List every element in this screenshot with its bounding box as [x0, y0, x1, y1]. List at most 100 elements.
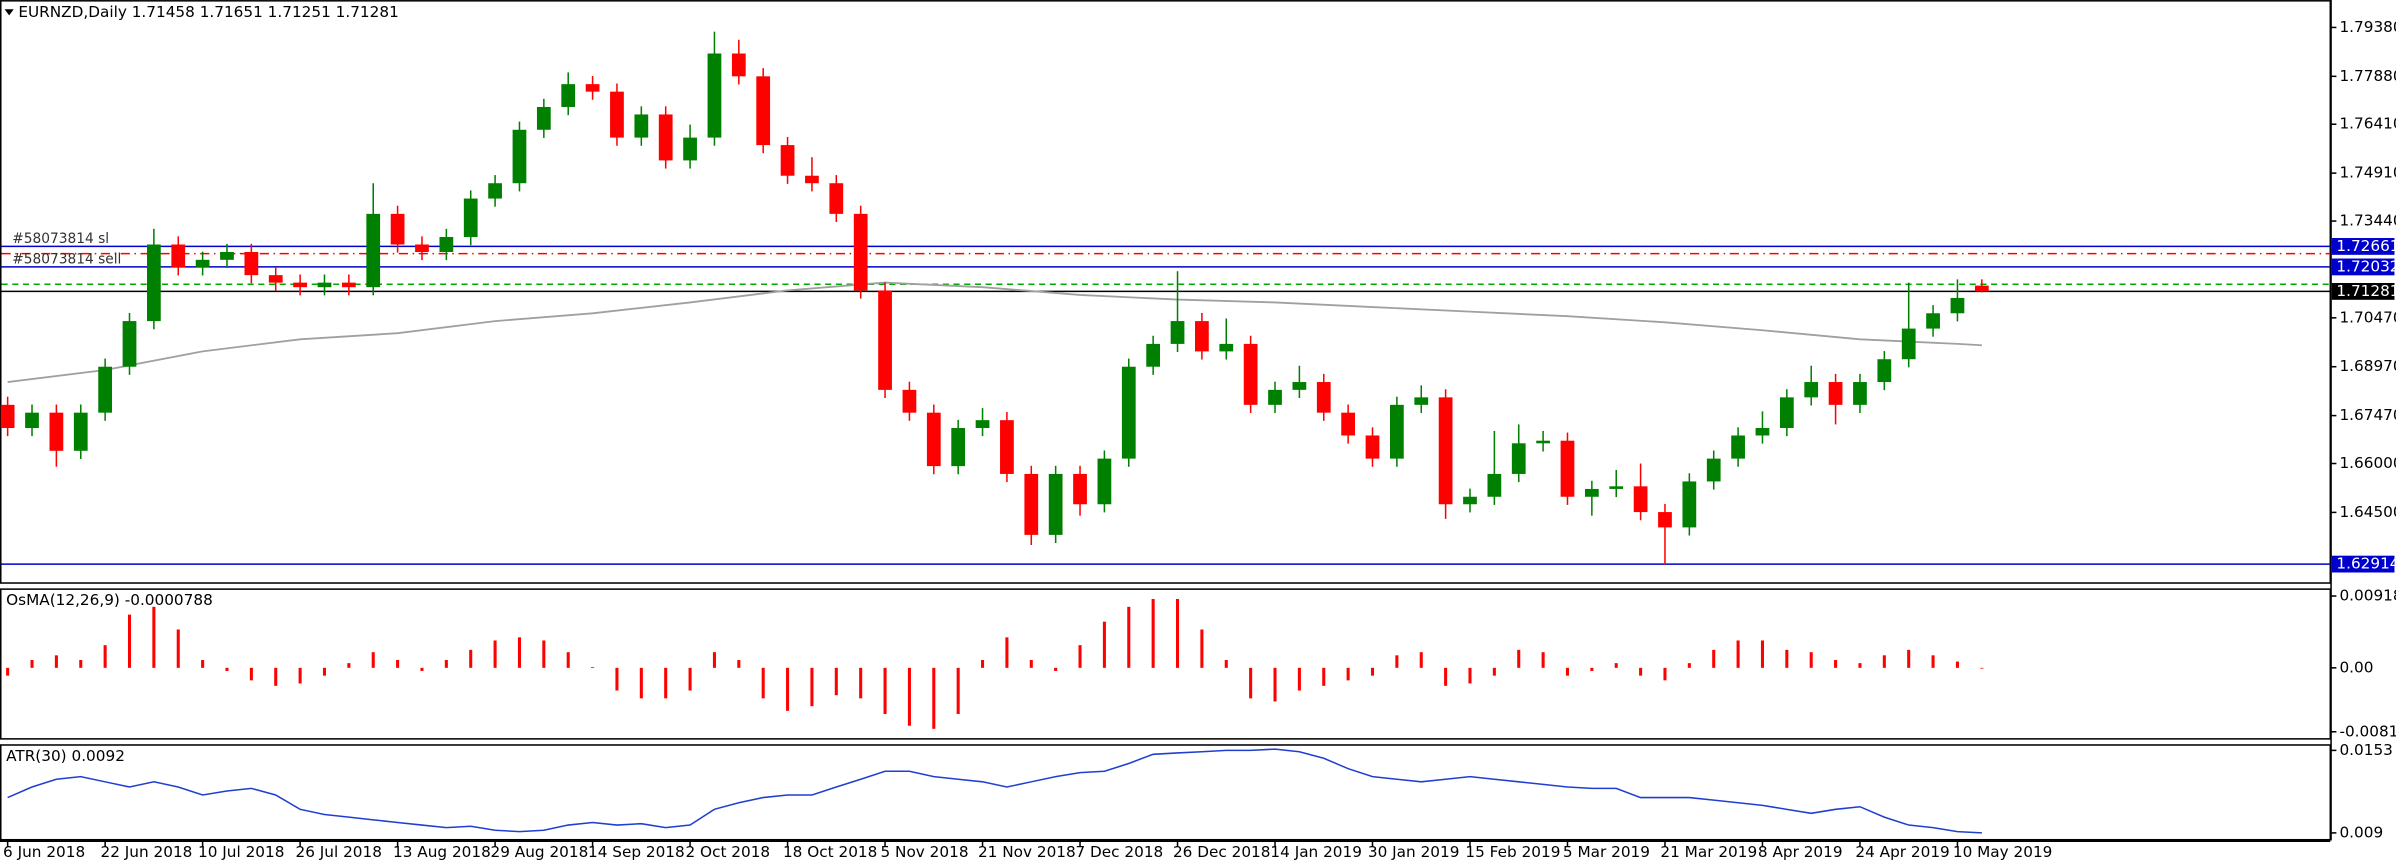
- candle-body: [366, 213, 381, 288]
- candle-body: [780, 145, 795, 176]
- candle-body: [1000, 420, 1014, 474]
- y-tick-label: 1.66000: [2339, 454, 2396, 472]
- candle-body: [1901, 328, 1916, 360]
- candle-body: [122, 321, 137, 367]
- candle-body: [1121, 366, 1136, 459]
- y-tick-label: 0.009: [2339, 823, 2383, 841]
- candle-body: [244, 251, 259, 276]
- y-tick-label: 1.73440: [2339, 212, 2396, 230]
- level-text: #58073814 sl: [12, 231, 109, 247]
- candle-body: [1926, 313, 1940, 329]
- candle-body: [195, 259, 210, 268]
- y-tick-label: 1.67470: [2339, 406, 2396, 424]
- level-price-box: [2331, 282, 2395, 300]
- candle-body: [1390, 404, 1404, 459]
- candle-body: [1658, 512, 1672, 528]
- candle-body: [536, 106, 551, 130]
- y-tick-label: 1.68970: [2339, 357, 2396, 375]
- pane-title: EURNZD,Daily 1.71458 1.71651 1.71251 1.7…: [18, 3, 398, 21]
- x-tick-label: 8 Apr 2019: [1758, 843, 1843, 861]
- candle-body: [1974, 285, 1989, 292]
- candle-body: [390, 213, 405, 245]
- candle-body: [585, 84, 600, 92]
- candle-body: [1853, 382, 1867, 405]
- candle-body: [1048, 473, 1063, 535]
- y-tick-label: 1.74910: [2339, 164, 2396, 182]
- x-tick-label: 2 Oct 2018: [685, 843, 770, 861]
- x-tick-label: 6 Jun 2018: [3, 843, 85, 861]
- candle-body: [1219, 343, 1234, 352]
- candle-body: [731, 53, 746, 77]
- candle-body: [1097, 458, 1112, 505]
- candle-body: [805, 175, 819, 184]
- x-tick-label: 21 Mar 2019: [1660, 843, 1757, 861]
- candle-body: [1195, 321, 1209, 352]
- moving-average: [7, 281, 1982, 383]
- candle-body: [512, 129, 527, 184]
- candle-body: [1316, 382, 1331, 413]
- candle-body: [878, 290, 892, 390]
- candle-body: [853, 213, 868, 291]
- level-price-label: 1.71281: [2336, 282, 2396, 300]
- candle-body: [1877, 359, 1892, 383]
- candle-body: [561, 84, 576, 107]
- candle-body: [1828, 382, 1843, 405]
- candle-body: [1779, 397, 1794, 428]
- candle-body: [49, 412, 64, 451]
- x-tick-label: 15 Feb 2019: [1465, 843, 1560, 861]
- candle-body: [1073, 473, 1087, 505]
- candle-body: [25, 412, 39, 428]
- candle-body: [1414, 397, 1429, 405]
- candle-body: [317, 282, 332, 288]
- level-price-box: [2331, 555, 2395, 573]
- x-tick-label: 30 Jan 2019: [1368, 843, 1460, 861]
- level-price-label: 1.72661: [2336, 237, 2396, 255]
- x-tick-label: 14 Sep 2018: [588, 843, 685, 861]
- candle-body: [1463, 496, 1477, 505]
- candle-body: [756, 76, 771, 146]
- candle-body: [1024, 473, 1039, 535]
- x-tick-label: 5 Mar 2019: [1563, 843, 1650, 861]
- candle-body: [902, 389, 917, 413]
- candle-body: [658, 114, 673, 161]
- y-tick-label: -0.0081747: [2339, 722, 2396, 740]
- candle-body: [1950, 297, 1965, 314]
- y-tick-label: 0.0091802: [2339, 587, 2396, 605]
- x-tick-label: 21 Nov 2018: [978, 843, 1076, 861]
- level-price-label: 1.72032: [2336, 257, 2396, 275]
- candle-body: [1609, 486, 1624, 489]
- candle-body: [1292, 382, 1307, 390]
- candle-body: [1243, 343, 1258, 405]
- candle-body: [220, 251, 234, 260]
- x-tick-label: 26 Dec 2018: [1173, 843, 1271, 861]
- candle-body: [1268, 389, 1282, 405]
- candle-body: [1804, 382, 1819, 398]
- candle-body: [634, 114, 649, 138]
- x-tick-label: 14 Jan 2019: [1270, 843, 1362, 861]
- candle-body: [1682, 481, 1697, 528]
- candle-body: [439, 237, 454, 252]
- candle-body: [975, 420, 990, 428]
- x-tick-label: 10 Jul 2018: [198, 843, 284, 861]
- candle-body: [1560, 440, 1575, 497]
- candle-body: [926, 412, 941, 467]
- candle-body: [146, 244, 161, 322]
- candle-body: [1706, 458, 1721, 482]
- candle-body: [1536, 440, 1550, 444]
- x-tick-label: 18 Oct 2018: [783, 843, 877, 861]
- candle-body: [1438, 397, 1453, 505]
- x-tick-label: 24 Apr 2019: [1855, 843, 1949, 861]
- candle-body: [488, 183, 502, 199]
- candle-body: [1487, 473, 1502, 497]
- candle-body: [1511, 443, 1526, 474]
- pane-title: OsMA(12,26,9) -0.0000788: [6, 591, 213, 609]
- candle-body: [1633, 486, 1648, 513]
- candle-body: [829, 183, 844, 214]
- x-tick-label: 5 Nov 2018: [880, 843, 968, 861]
- y-tick-label: 1.79380: [2339, 18, 2396, 36]
- candle-body: [1731, 435, 1745, 459]
- level-price-label: 1.62914: [2336, 555, 2396, 573]
- candle-body: [1755, 427, 1770, 436]
